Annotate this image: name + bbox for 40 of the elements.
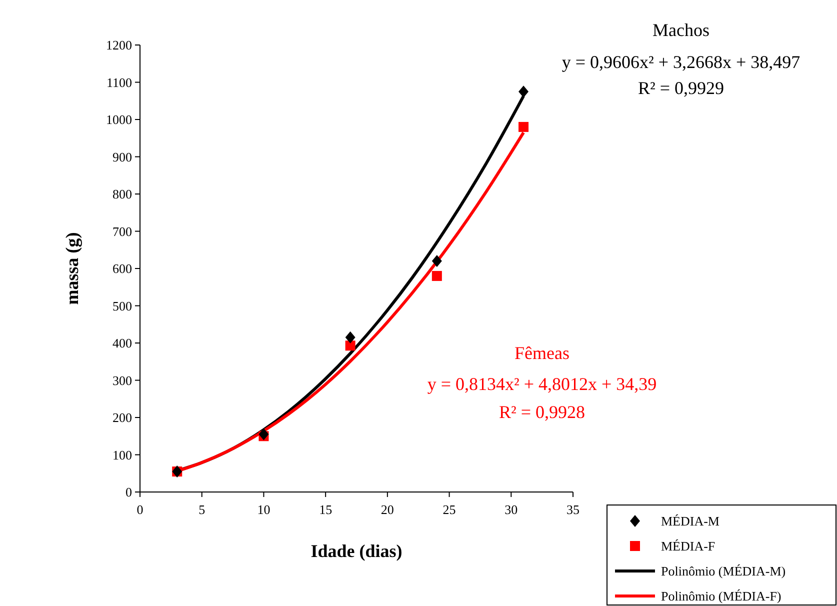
annotation: y = 0,8134x² + 4,8012x + 34,39 [427,374,657,394]
x-tick-label: 30 [504,502,518,517]
point [432,270,442,281]
x-tick-label: 25 [442,502,456,517]
point [258,428,269,440]
legend-label: Polinômio (MÉDIA-F) [661,588,782,604]
y-tick-label: 0 [126,484,132,500]
x-tick-label: 10 [257,502,270,517]
y-tick-label: 300 [112,372,132,388]
legend-label: Polinômio (MÉDIA-M) [661,564,786,579]
y-tick-label: 1200 [106,38,132,53]
point [345,340,356,351]
x-axis-title: Idade (dias) [310,541,402,561]
text: Machos [652,20,710,40]
x-tick-label: 0 [136,502,144,517]
point [432,255,442,268]
annotation: Fêmeas [514,343,570,363]
y-tick-label: 200 [112,410,132,426]
x-tick-label: 5 [198,502,206,517]
x-tick-label: 20 [380,502,394,517]
y-tick-label: 600 [112,261,132,276]
y-tick-label: 400 [112,336,132,351]
annotation: y = 0,9606x² + 3,2668x + 38,497 [562,52,800,72]
y-tick-label: 700 [112,224,132,239]
y-tick-label: 100 [112,447,132,462]
x-tick-label: 35 [566,502,580,517]
point [345,331,356,344]
y-tick-label: 1100 [106,74,132,90]
y-tick-label: 800 [112,186,132,202]
legend-label: MÉDIA-F [661,538,716,554]
y-tick-label: 500 [112,298,132,314]
legend-label: MÉDIA-M [661,514,720,529]
y-tick-label: 900 [112,149,132,164]
y-axis-title: massa (g) [62,232,82,305]
point [518,86,529,98]
point [518,122,529,132]
y-tick-label: 1000 [106,112,132,128]
annotation: R² = 0,9928 [498,402,586,422]
x-tick-label: 15 [319,502,332,517]
text: R² = 0,9929 [638,78,724,98]
